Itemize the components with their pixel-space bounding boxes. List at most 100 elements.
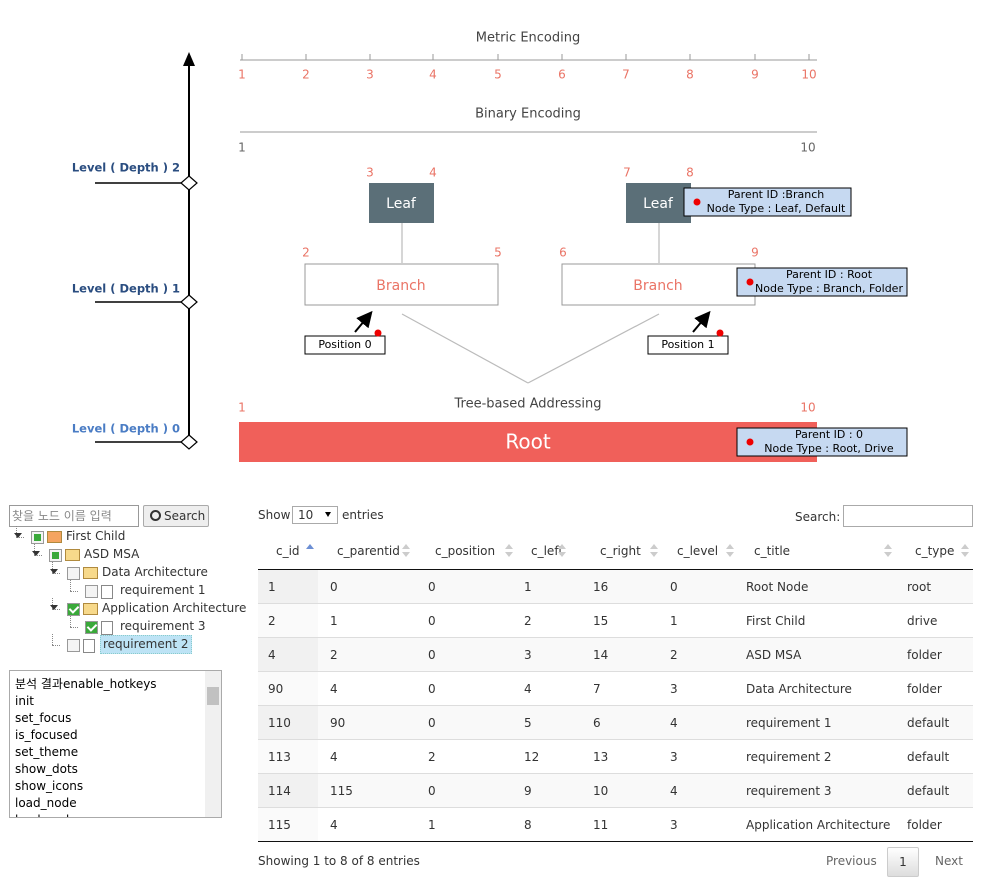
sorted-cell [258,706,318,739]
tree-node-label[interactable]: requirement 3 [120,619,206,633]
table-cell: First Child [746,614,806,628]
table-cell: 1 [330,614,338,628]
diagram: Level ( Depth ) 2 Level ( Depth ) 1 Level … [72,31,908,462]
home-icon [47,531,62,543]
table-row [258,638,973,672]
tree-guide [16,526,17,537]
binary-title: Binary Encoding [475,107,581,122]
tree-toggle[interactable] [14,533,22,538]
method-item[interactable]: set_theme [15,745,79,759]
table-row [258,672,973,706]
table-cell: 7 [593,682,601,696]
leaf-label: Leaf [643,196,674,212]
table-cell: Application Architecture [746,818,891,832]
tree-checkbox[interactable] [85,621,98,634]
column-header[interactable]: c_parentid [337,544,400,558]
method-item[interactable]: set_focus [15,711,72,725]
branch-left: 2 [302,246,310,260]
table-cell: 10 [593,784,609,798]
tree-checkbox[interactable] [67,603,80,616]
tree-node-label[interactable]: Application Architecture [102,601,247,615]
metric-label: 5 [494,68,502,82]
tree-toggle[interactable] [50,605,58,610]
tree-guide [52,634,53,645]
metric-label: 4 [429,68,437,82]
method-item[interactable]: is_focused [15,728,78,742]
column-header[interactable]: c_type [915,544,955,558]
sort-up [402,544,410,549]
branch-label: Branch [633,278,682,294]
table-cell: 115 [268,818,291,832]
column-header[interactable]: c_level [677,544,719,558]
tree-toggle[interactable] [50,569,58,574]
table-cell: 5 [524,716,532,730]
folder-icon [83,567,98,579]
method-item[interactable]: show_icons [15,779,84,793]
table-cell: 0 [670,580,678,594]
column-header[interactable]: c_title [754,544,791,558]
column-header[interactable]: c_right [600,544,641,558]
table-cell: 0 [428,580,436,594]
level-diamond [180,434,198,450]
table-cell: drive [907,614,938,628]
table-cell: 2 [268,614,276,628]
tree-node-label[interactable]: ASD MSA [84,547,140,561]
column-header[interactable]: c_position [435,544,496,558]
table-cell: 8 [524,818,532,832]
method-item[interactable]: load_node [15,796,77,810]
position-arrow [692,310,711,333]
position-dot [374,329,382,337]
table-cell: 0 [428,716,436,730]
tree-guide [70,616,71,627]
leaf-right: 4 [429,166,437,180]
tree-checkbox[interactable] [49,549,62,562]
branch-right: 9 [751,246,759,260]
method-item[interactable]: show_dots [15,762,78,776]
method-item[interactable]: 분석 결과enable_hotkeys [15,677,157,691]
tooltip-line: Parent ID :Branch [728,188,824,201]
search-label: Search: [795,510,841,524]
search-button[interactable]: Search [143,505,209,527]
sorted-cell [258,570,318,603]
tree-connector [52,645,60,646]
tree-guide [52,598,53,609]
length-select[interactable]: 10 [292,506,338,524]
tree-node-label[interactable]: requirement 1 [120,583,206,597]
tooltip-line: Node Type : Leaf, Default [707,202,846,215]
metric-label: 3 [366,68,374,82]
sort-up [884,544,892,549]
tree-node-label[interactable]: Data Architecture [102,565,208,579]
method-item[interactable]: init [15,694,34,708]
tree-checkbox[interactable] [31,531,44,544]
table-row [258,570,973,604]
tree-checkbox[interactable] [85,585,98,598]
tree-checkbox[interactable] [67,639,80,652]
column-header[interactable]: c_id [276,544,300,558]
next-button[interactable]: Next [935,854,963,868]
tree-node-label[interactable]: First Child [66,529,126,543]
page-button[interactable]: 1 [887,847,919,877]
method-item[interactable]: load_node [15,812,77,817]
tree-checkbox[interactable] [67,567,80,580]
position-arrow [354,310,373,333]
tree-toggle[interactable] [32,551,40,556]
tree-node-label[interactable]: requirement 2 [100,635,192,654]
metric-label: 10 [801,68,816,82]
table-search-input[interactable] [843,505,973,527]
scrollbar [205,671,221,817]
previous-button[interactable]: Previous [826,854,877,868]
level-label: Level ( Depth ) 1 [72,282,180,296]
leaf-node [369,183,434,223]
table-cell: 4 [524,682,532,696]
column-header[interactable]: c_left [531,544,564,558]
table-cell: 1 [268,580,276,594]
table-cell: default [907,784,950,798]
table-cell: 115 [330,784,353,798]
scroll-thumb[interactable] [207,687,219,705]
table-cell: 0 [428,648,436,662]
table-cell: folder [907,648,942,662]
sort-down [961,552,969,557]
tree-search-input[interactable]: 찾을 노드 이름 입력 [9,505,139,527]
